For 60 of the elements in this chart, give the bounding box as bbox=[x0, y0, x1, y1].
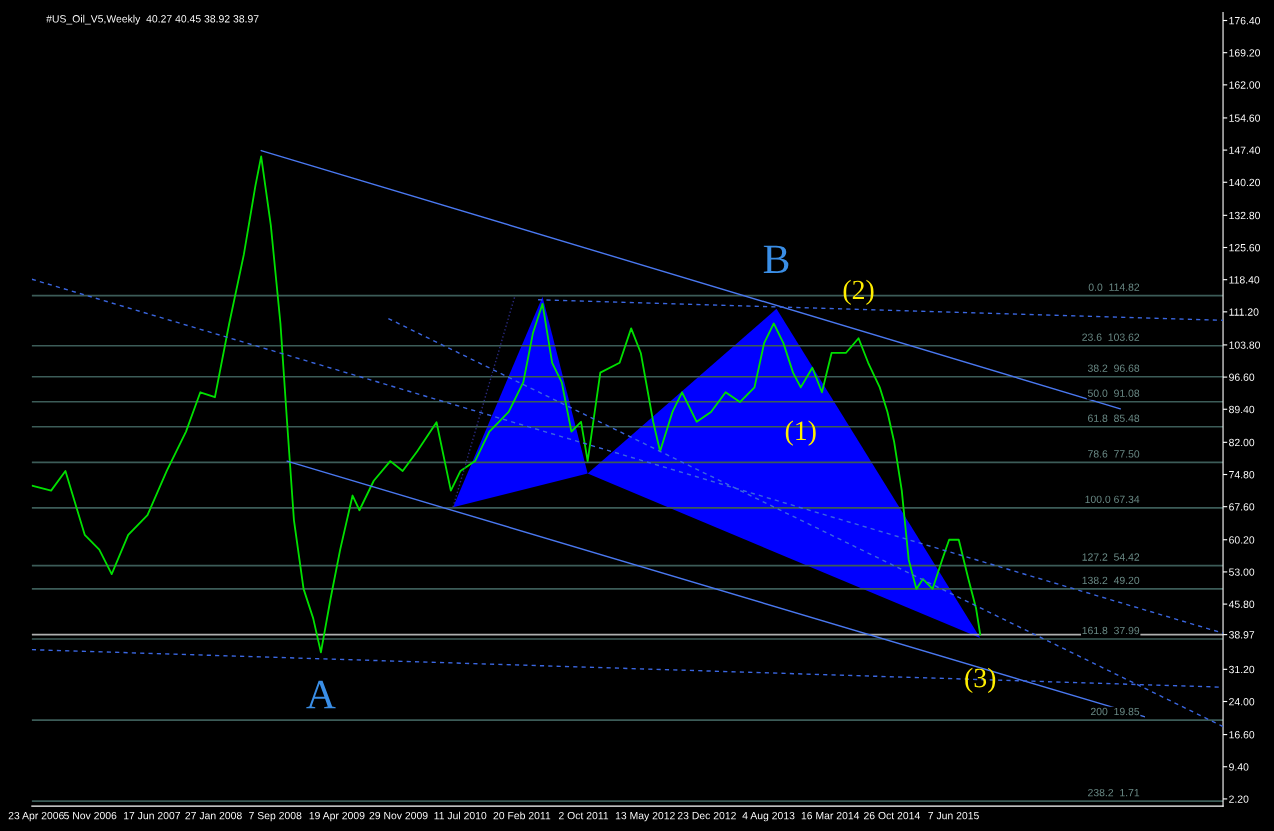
annotation: A bbox=[306, 680, 336, 709]
annotation: (1) bbox=[785, 420, 816, 446]
y-tick-label: 96.60 bbox=[1229, 373, 1255, 381]
ref-line-label: 161.8 37.99 bbox=[1082, 626, 1140, 635]
ref-line-label: 127.2 54.42 bbox=[1082, 553, 1140, 561]
y-tick-label: 176.40 bbox=[1229, 17, 1261, 25]
y-tick-label: 16.60 bbox=[1229, 731, 1255, 739]
x-tick-label: 20 Feb 2011 bbox=[493, 811, 551, 820]
line-series bbox=[31, 155, 982, 654]
y-tick-label: 140.20 bbox=[1229, 178, 1261, 187]
y-tick-label: 132.80 bbox=[1229, 211, 1261, 220]
y-tick-label: 111.20 bbox=[1229, 308, 1259, 316]
y-tick-label: 82.00 bbox=[1229, 438, 1255, 447]
x-tick-label: 27 Jan 2008 bbox=[185, 811, 242, 820]
annotation: (2) bbox=[843, 279, 874, 305]
y-tick-label: 31.20 bbox=[1228, 665, 1255, 674]
annotation: B bbox=[763, 245, 789, 274]
y-tick-label: 67.60 bbox=[1229, 503, 1255, 511]
chart-title: #US_Oil_V5,Weekly 40.27 40.45 38.92 38.97 bbox=[46, 14, 259, 25]
y-tick-label: 118.40 bbox=[1229, 276, 1260, 284]
ref-line-label: 238.2 1.71 bbox=[1088, 788, 1140, 797]
x-tick-label: 7 Jun 2015 bbox=[928, 811, 979, 820]
y-tick-label: 2.20 bbox=[1229, 795, 1249, 803]
ref-line-label: 100.0 67.34 bbox=[1085, 495, 1140, 504]
y-tick-label: 60.20 bbox=[1229, 536, 1255, 544]
ref-line-label: 23.6 103.62 bbox=[1082, 333, 1140, 341]
y-tick-label: 45.80 bbox=[1228, 600, 1255, 608]
y-tick-label: 147.40 bbox=[1229, 146, 1261, 154]
x-tick-label: 5 Nov 2006 bbox=[63, 811, 117, 820]
x-tick-label: 17 Jun 2007 bbox=[124, 811, 181, 820]
y-tick-label: 74.80 bbox=[1229, 471, 1255, 479]
x-tick-label: 2 Oct 2011 bbox=[558, 811, 609, 820]
x-tick-label: 13 May 2012 bbox=[615, 811, 675, 822]
y-tick-label: 154.60 bbox=[1229, 114, 1261, 122]
x-tick-label: 16 Mar 2014 bbox=[801, 811, 860, 820]
ref-line-label: 138.2 49.20 bbox=[1082, 576, 1140, 585]
x-tick-label: 26 Oct 2014 bbox=[864, 811, 920, 820]
y-tick-label: 89.40 bbox=[1229, 405, 1255, 414]
x-tick-label: 11 Jul 2010 bbox=[434, 811, 487, 820]
x-tick-label: 29 Nov 2009 bbox=[369, 811, 428, 820]
y-tick-label: 169.20 bbox=[1229, 49, 1261, 57]
annotation: (3) bbox=[965, 667, 996, 694]
x-tick-label: 23 Dec 2012 bbox=[677, 811, 736, 820]
y-tick-label: 53.00 bbox=[1229, 568, 1255, 576]
y-tick-label: 162.00 bbox=[1229, 81, 1261, 89]
x-tick-label: 7 Sep 2008 bbox=[249, 811, 302, 822]
y-tick-label: 24.00 bbox=[1229, 698, 1255, 706]
y-tick-label: 103.80 bbox=[1229, 341, 1261, 349]
ref-line-label: 200 19.85 bbox=[1090, 707, 1140, 716]
y-tick-label: 9.40 bbox=[1229, 763, 1249, 771]
ref-line-label: 61.8 85.48 bbox=[1088, 414, 1140, 422]
ref-line-label: 50.0 91.08 bbox=[1087, 389, 1140, 397]
x-tick-label: 4 Aug 2013 bbox=[742, 811, 795, 822]
x-tick-label: 23 Apr 2006 bbox=[8, 811, 64, 822]
ref-line-label: 38.2 96.68 bbox=[1087, 364, 1140, 372]
ref-line-label: 0.0 114.82 bbox=[1088, 283, 1140, 291]
y-tick-label: 125.60 bbox=[1229, 244, 1261, 252]
x-tick-label: 19 Apr 2009 bbox=[309, 811, 365, 822]
ref-line-label: 78.6 77.50 bbox=[1088, 450, 1140, 458]
y-tick-label: 38.97 bbox=[1228, 631, 1255, 639]
